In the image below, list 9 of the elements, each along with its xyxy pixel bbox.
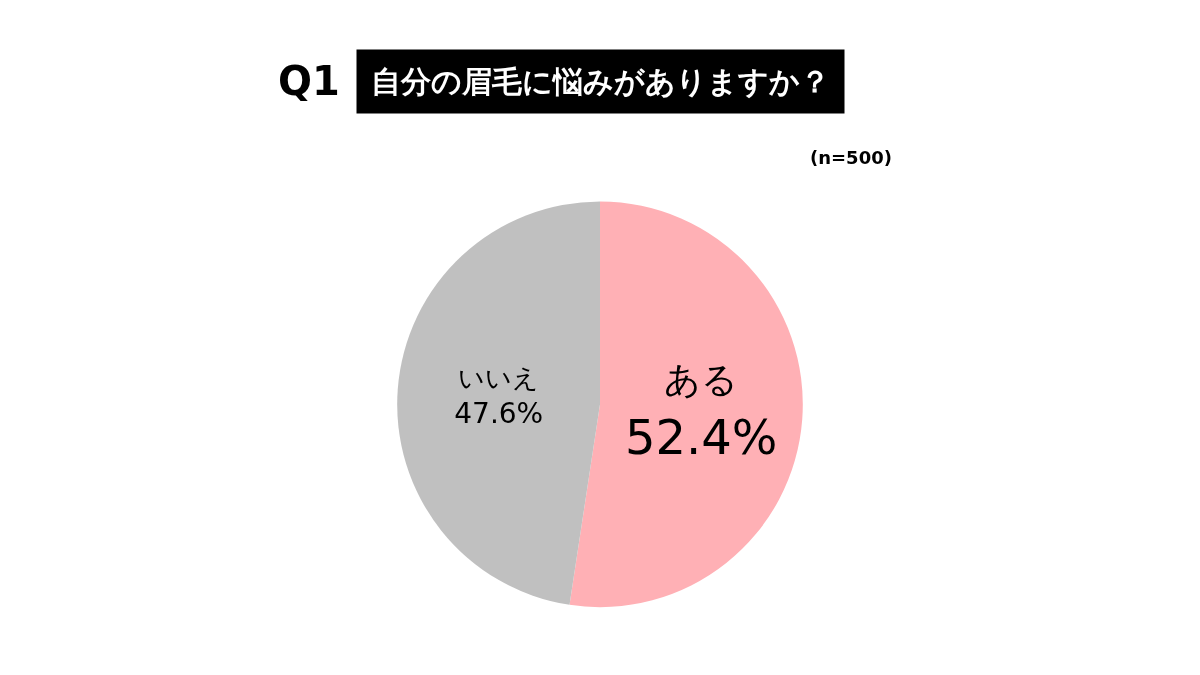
pie-slice (569, 201, 803, 608)
chart-title: 自分の眉毛に悩みがありますか？ (371, 64, 830, 99)
text: Q1 (278, 58, 340, 104)
pie-slice (397, 201, 600, 605)
slice-label: いいえ (458, 362, 540, 393)
data-label: 47.6% (454, 397, 544, 431)
slice-label: ある (664, 358, 739, 400)
data-label: 52.4% (624, 409, 778, 466)
text: (n=500) (810, 147, 892, 168)
